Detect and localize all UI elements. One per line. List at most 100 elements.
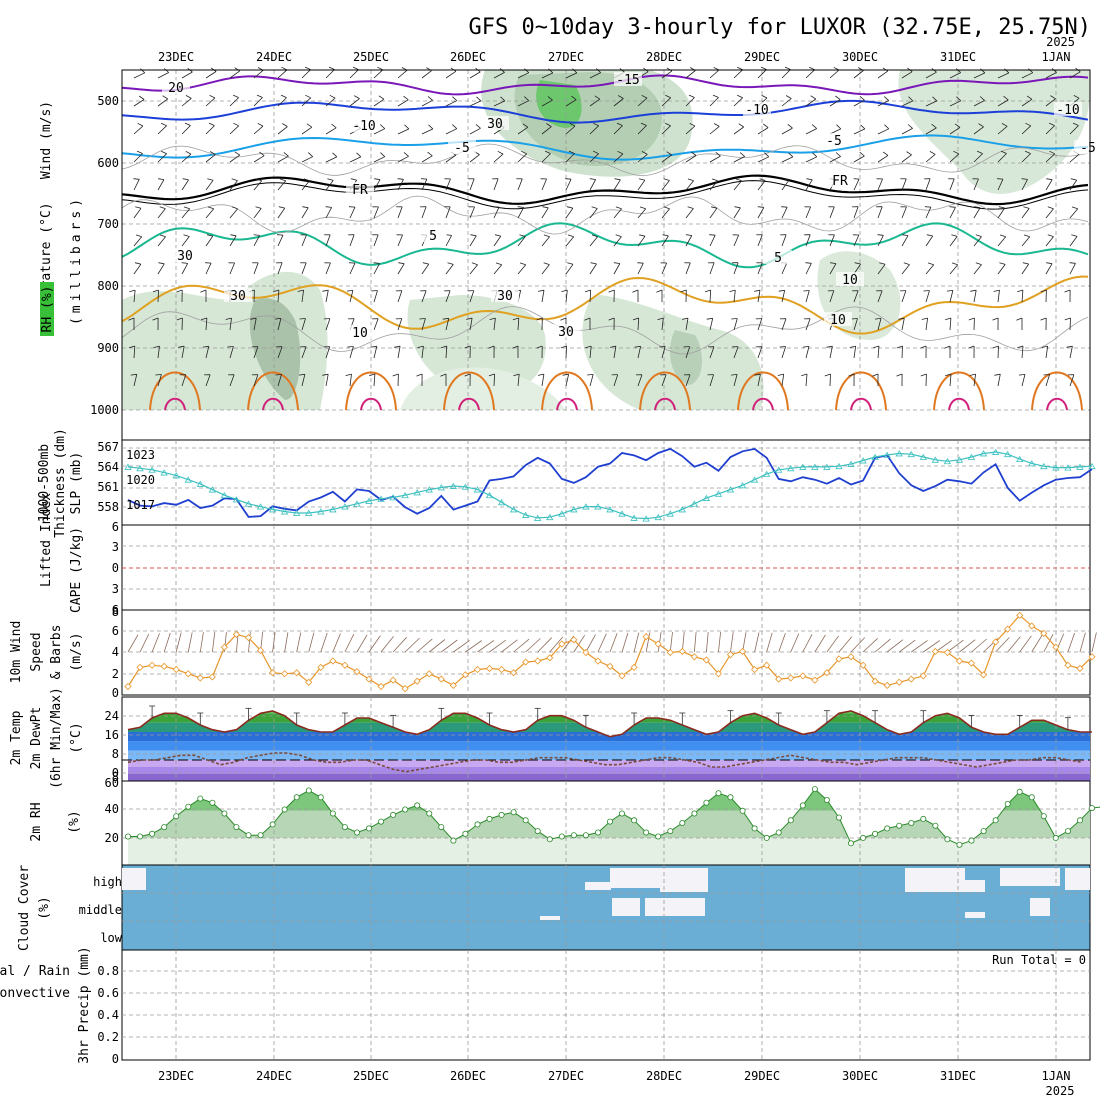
rh2m-marker [861,835,866,840]
bottom-date-label: 27DEC [548,1069,584,1083]
rh2m-marker [933,823,938,828]
rh2m-marker [800,803,805,808]
tick-label: 16 [105,728,119,742]
rh2m-marker [1089,806,1094,811]
rh2m-marker [824,797,829,802]
cloud-gap [965,880,985,892]
rh2m-marker [186,804,191,809]
contour-label: -5 [454,141,470,156]
contour-label: -15 [616,73,639,88]
temp2m-label: 2m Temp [9,710,24,765]
cloud-unit: (%) [37,896,52,919]
rh2m-marker [330,811,335,816]
rh2m-marker [836,815,841,820]
contour-label: -5 [1080,141,1096,156]
cloud-label: Cloud Cover [17,865,32,951]
rh2m-marker [981,829,986,834]
rh2m-marker [1065,829,1070,834]
rh2m-marker [475,822,480,827]
contour-label: 30 [558,325,574,340]
rh2m-marker [366,826,371,831]
rh2m-marker [752,826,757,831]
rh2m-marker [125,834,130,839]
tick-label: 0 [112,1052,119,1066]
top-date-label: 29DEC [744,50,780,64]
tick-label: 558 [97,500,119,514]
wind-barb-flag [227,347,233,348]
cloud-gap [660,868,708,892]
cloud-high: high [93,875,122,889]
wind-barb-flag [637,263,643,264]
cloud-gap [540,916,560,920]
wind10m-barbs-label: & Barbs [49,625,64,680]
cloud-gap [585,882,611,890]
wind-barb-flag [803,291,809,292]
rh2m-marker [391,812,396,817]
tick-label: 8 [112,605,119,619]
precip-panel: 0.80.60.40.20 Run Total = 0 Total / Rain… [0,946,1090,1066]
bottom-date-label: 1JAN [1042,1069,1071,1083]
rh2m-marker [812,787,817,792]
rh2m-marker [848,841,853,846]
bottom-date-label: 28DEC [646,1069,682,1083]
year-top: 2025 [1046,35,1075,49]
precip-total-label: Total / Rain [0,964,70,979]
rh2m-marker [583,833,588,838]
tick-label: 567 [97,440,119,454]
wind-barb-flag [924,291,930,292]
legend-rh: RH (%) [40,286,55,333]
contour-label: 30 [177,249,193,264]
tick-label: 0.8 [97,964,119,978]
bottom-date-label: 29DEC [744,1069,780,1083]
bottom-date-label: 26DEC [450,1069,486,1083]
wind-barb-flag [419,319,425,320]
contour-label: -10 [352,119,375,134]
rh2m-marker [258,833,263,838]
contour-label: 30 [497,289,513,304]
rh2m-marker [993,818,998,823]
cloud-middle: middle [79,903,122,917]
contour-label: 20 [168,81,184,96]
top-date-label: 27DEC [548,50,584,64]
rh2m-marker [873,831,878,836]
wind-barb-flag [781,207,787,208]
rh2m-marker [656,834,661,839]
rh2m-marker [162,825,167,830]
rh2m-marker [668,829,673,834]
contour-label: 10 [842,273,858,288]
tick-label: 600 [97,156,119,170]
contour-label: 5 [429,229,437,244]
rh2m-marker [547,837,552,842]
wind-barb-flag [731,319,737,320]
rh2m-marker [511,810,516,815]
tick-label: 4 [112,645,119,659]
rh2m-unit: (%) [67,810,82,833]
contour-label: 30 [230,289,246,304]
rh2m-label: 2m RH [29,802,44,841]
thickness-unit: Thickness (dm) [53,428,68,538]
rh2m-marker [523,818,528,823]
dewpt2m-label: 2m DewPt [29,707,44,770]
contour-label: -10 [745,103,768,118]
bottom-date-label: 25DEC [353,1069,389,1083]
cloud-low: low [100,931,122,945]
wind-barb-flag [300,319,306,320]
temp-band [122,741,1090,750]
wind-barb-flag [565,179,571,180]
lifted-index-label: Lifted Index [39,493,54,587]
rh2m-marker [439,825,444,830]
tick-label: 2 [112,667,119,681]
rh2m-marker [294,795,299,800]
cloud-gap [645,898,705,916]
tick-label: 6 [112,624,119,638]
tick-label: 500 [97,94,119,108]
slp-tick-label: 1023 [126,448,155,462]
tick-label: 6 [112,520,119,534]
legend-wind: Wind (m/s) [39,101,54,179]
rh2m-marker [619,811,624,816]
contour-label: 30 [487,117,503,132]
rh2m-marker [354,830,359,835]
